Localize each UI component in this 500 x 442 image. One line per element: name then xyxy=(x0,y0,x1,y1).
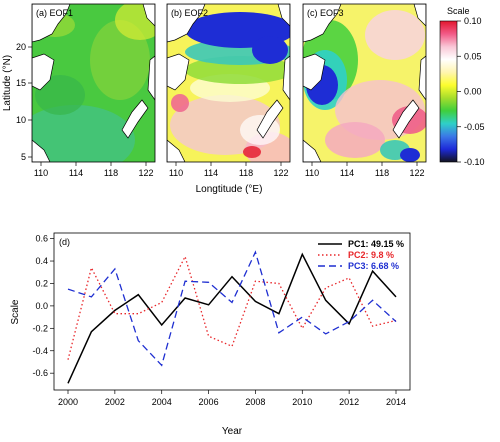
chart-y-tick-label: -0.6 xyxy=(32,368,48,378)
map-eof2-frame xyxy=(166,3,291,163)
map-x-tick-label: 122 xyxy=(138,168,153,178)
chart-x-label: Year xyxy=(222,426,243,437)
chart-y-tick-label: 0.0 xyxy=(35,301,48,311)
map-x-tick-label: 110 xyxy=(34,168,48,178)
map-y-axis: 20 15 10 5 xyxy=(16,42,32,162)
chart-series xyxy=(67,250,397,384)
map-panel-eof2: (b) EOF2 xyxy=(166,3,291,163)
map-y-tick-label: 5 xyxy=(21,152,26,162)
chart-y-tick-label: 0.2 xyxy=(35,278,48,288)
map-x-label: Longtitude (°E) xyxy=(196,184,263,195)
map-x-tick-label: 114 xyxy=(340,168,354,178)
map-x-tick-label: 110 xyxy=(305,168,319,178)
chart-x-tick-label: 2000 xyxy=(58,397,78,407)
map-y-tick-label: 20 xyxy=(16,42,26,52)
map-x-tick-label: 110 xyxy=(169,168,183,178)
map-x-tick-label: 122 xyxy=(409,168,424,178)
chart-x-tick-label: 2008 xyxy=(245,397,265,407)
colorbar-tick-label: 0.10 xyxy=(464,16,482,26)
chart-x-tick-label: 2012 xyxy=(339,397,359,407)
colorbar-title: Scale xyxy=(447,6,470,16)
map-x-tick-label: 114 xyxy=(204,168,218,178)
chart-y-tick-label: -0.2 xyxy=(32,323,48,333)
map-panel-eof3: (c) EOF3 xyxy=(302,3,427,163)
map-x-tick-label: 114 xyxy=(69,168,83,178)
legend-label-pc1: PC1: 49.15 % xyxy=(348,239,404,249)
chart-title: (d) xyxy=(59,237,70,247)
chart-x-tick-label: 2006 xyxy=(199,397,219,407)
map-x-tick-label: 118 xyxy=(239,168,253,178)
chart-y-tick-label: -0.4 xyxy=(32,346,48,356)
legend-label-pc2: PC2: 9.8 % xyxy=(348,250,394,260)
legend-label-pc3: PC3: 6.68 % xyxy=(348,261,399,271)
series-line-pc3 xyxy=(67,250,397,367)
map-eof2-label: (b) EOF2 xyxy=(171,8,208,18)
chart-y-tick-label: 0.6 xyxy=(35,234,48,244)
series-line-pc1 xyxy=(67,252,397,384)
map-eof3-frame xyxy=(302,3,427,163)
map-x-tick-label: 118 xyxy=(104,168,118,178)
map-panel-eof1: (a) EOF1 xyxy=(31,3,156,163)
chart-y-label: Scale xyxy=(10,299,21,324)
map-y-label: Latitude (°N) xyxy=(2,55,13,111)
land-mass xyxy=(32,4,71,43)
chart-y-axis: 0.6 0.4 0.2 0.0 -0.2 -0.4 -0.6 xyxy=(32,234,54,378)
map-y-tick-label: 10 xyxy=(16,115,26,125)
map-x-tick-label: 118 xyxy=(375,168,389,178)
chart-x-tick-label: 2010 xyxy=(292,397,312,407)
map-eof1-label: (a) EOF1 xyxy=(36,8,73,18)
chart-x-tick-label: 2002 xyxy=(105,397,125,407)
colorbar-tick-label: 0.00 xyxy=(464,87,482,97)
chart-frame xyxy=(53,232,411,391)
chart-x-tick-label: 2014 xyxy=(386,397,406,407)
colorbar-tick-label: 0.05 xyxy=(464,51,482,61)
map-x-axis: 110 114 118 122 110 114 118 122 110 114 118 122 xyxy=(34,162,425,178)
map-x-tick-label: 122 xyxy=(273,168,288,178)
colorbar: Scale 0.10 0.05 0.00 -0.05 -0.10 xyxy=(439,6,485,167)
colorbar-tick-label: -0.05 xyxy=(464,122,485,132)
pc-line-chart: (d) 0.60.40.20.0-0.2-0.4-0.6 2000 2002 200… xyxy=(10,232,411,437)
map-y-tick-label: 15 xyxy=(16,78,26,88)
chart-legend: PC1: 49.15 %PC2: 9.8 %PC3: 6.68 % xyxy=(318,239,404,271)
chart-y-tick-label: 0.4 xyxy=(35,256,48,266)
colorbar-ramp xyxy=(439,20,458,163)
chart-x-axis: 2000 2002 2004 2006 2008 2010 2012 2014 xyxy=(58,390,406,407)
map-eof3-label: (c) EOF3 xyxy=(307,8,344,18)
colorbar-tick-label: -0.10 xyxy=(464,157,485,167)
chart-x-tick-label: 2004 xyxy=(152,397,172,407)
